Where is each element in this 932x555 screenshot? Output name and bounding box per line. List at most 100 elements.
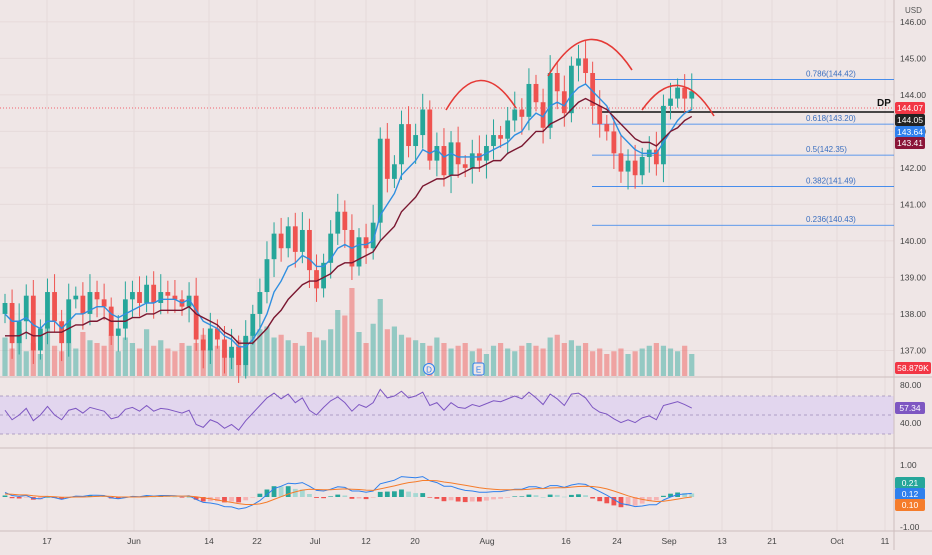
- right-shoulder-arc[interactable]: [641, 84, 715, 117]
- candle-body: [264, 259, 270, 293]
- volume-bar: [582, 343, 589, 376]
- macd-hist-bar: [583, 495, 588, 497]
- macd-hist-bar: [257, 493, 263, 497]
- candle-body: [554, 73, 560, 92]
- macd-hist-bar: [193, 497, 199, 500]
- candle-body: [611, 131, 617, 154]
- volume-bar: [554, 334, 560, 376]
- candle-body: [16, 321, 22, 344]
- macd-hist-bar: [200, 497, 206, 502]
- volume-bar: [512, 351, 518, 376]
- last-price-tag-text: 144.07: [897, 103, 923, 113]
- candle-body: [653, 149, 659, 165]
- macd-hist-bar: [406, 491, 411, 497]
- macd-hist-bar: [16, 497, 22, 499]
- candle-body: [165, 292, 171, 296]
- macd-hist-bar: [668, 493, 673, 497]
- candle-body: [94, 292, 100, 300]
- volume-bar: [575, 345, 582, 376]
- volume-bar: [370, 323, 376, 376]
- event-marker-e-label: E: [476, 366, 481, 375]
- close-price-tag: 144.05: [895, 114, 925, 126]
- time-tick: Oct: [830, 536, 844, 546]
- macd-hist-bar: [484, 497, 489, 501]
- macd-hist-bar: [356, 497, 362, 499]
- macd-hist-bar: [186, 496, 192, 498]
- volume-bar: [214, 345, 220, 376]
- candle-body: [73, 295, 79, 300]
- volume-bar: [604, 354, 610, 376]
- macd-line-tag-text: 0.12: [902, 489, 919, 499]
- event-marker-d[interactable]: D: [423, 363, 435, 375]
- volume-bar: [469, 351, 475, 376]
- event-marker-e[interactable]: E: [472, 362, 485, 376]
- fib-label: 0.618(143.20): [806, 114, 856, 123]
- candle-body: [526, 83, 532, 117]
- volume-bar: [9, 348, 15, 376]
- macd-hist-bar: [576, 494, 581, 497]
- rsi-tag-text: 57.34: [899, 403, 921, 413]
- candle-body: [172, 295, 178, 300]
- ema-slow-tag: 143.41: [895, 137, 925, 149]
- signal-line: [4, 480, 692, 505]
- candle-body: [328, 233, 334, 263]
- volume-bar: [37, 354, 43, 376]
- left-shoulder-arc[interactable]: [445, 79, 517, 111]
- macd-hist-bar: [363, 497, 369, 500]
- macd-hist-bar: [349, 497, 355, 499]
- candle-body: [23, 295, 29, 322]
- volume-bar: [434, 337, 440, 376]
- fib-label: 0.236(140.43): [806, 215, 856, 224]
- volume-bar: [618, 348, 624, 376]
- time-tick: 17: [42, 536, 52, 546]
- macd-hist-bar: [45, 497, 50, 498]
- volume-bar: [292, 343, 298, 376]
- time-tick: 16: [561, 536, 571, 546]
- candle-body: [257, 292, 263, 314]
- macd-hist-bar: [661, 495, 666, 497]
- volume-bar: [264, 326, 270, 376]
- macd-hist-bar: [328, 496, 334, 497]
- price-tick: 138.00: [900, 309, 926, 319]
- volume-bar: [278, 334, 284, 376]
- candle-body: [604, 124, 610, 132]
- event-marker-d-circle: [423, 363, 435, 375]
- volume-bar: [186, 345, 192, 376]
- time-tick: 11: [881, 536, 890, 546]
- macd-hist-bar: [264, 489, 270, 497]
- macd-hist-bar: [618, 497, 624, 508]
- rsi-tag-bg: [895, 402, 925, 414]
- candle-body: [278, 233, 284, 249]
- volume-bar: [59, 351, 65, 376]
- volume-bar: [179, 343, 185, 376]
- macd-hist-bar: [335, 494, 341, 497]
- volume-bar: [441, 343, 447, 376]
- volume-bar: [653, 343, 659, 376]
- candle-body: [158, 292, 164, 303]
- candle-body: [321, 262, 326, 289]
- rsi-line: [4, 388, 692, 431]
- volume-bar: [299, 345, 305, 376]
- macd-tick: 1.00: [900, 460, 917, 470]
- volume-bar: [250, 332, 256, 376]
- last-price-tag-bg: [895, 102, 925, 114]
- candle-body: [292, 226, 298, 252]
- volume-bar: [682, 345, 688, 376]
- candle-body: [406, 124, 411, 147]
- volume-bar: [193, 343, 199, 376]
- price-tick: 139.00: [900, 272, 926, 282]
- volume-bar: [144, 329, 150, 376]
- candle-body: [583, 58, 588, 74]
- time-axis[interactable]: 17 Jun 14 22 Jul 12 20 Aug 16 24 Sep 13 21 Oct 11: [42, 536, 889, 546]
- macd-hist-bar: [682, 493, 688, 497]
- price-tick: 145.00: [900, 53, 926, 63]
- volume-bar: [505, 348, 511, 376]
- macd-hist-bar: [285, 486, 291, 497]
- volume-bar: [44, 326, 51, 376]
- macd-hist-bar: [604, 497, 610, 504]
- candle-body: [115, 328, 121, 336]
- grid-lines: [0, 0, 894, 531]
- head-arc[interactable]: [547, 38, 633, 77]
